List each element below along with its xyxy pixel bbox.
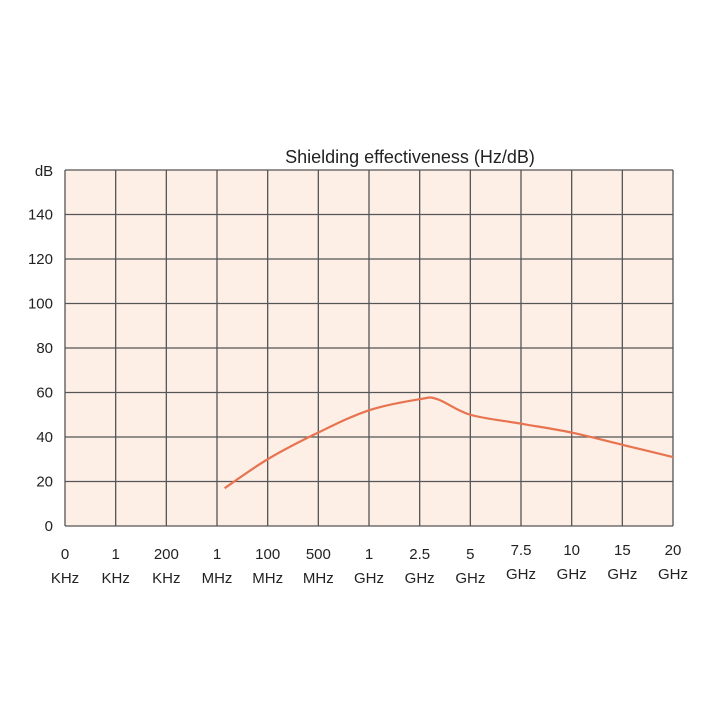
shielding-curve	[223, 396, 674, 490]
x-tick-unit: MHz	[202, 570, 233, 587]
x-tick-label: 15	[614, 542, 631, 559]
x-tick-label: 10	[563, 542, 580, 559]
x-tick-unit: GHz	[506, 566, 536, 583]
y-tick-label: 40	[36, 429, 53, 446]
x-tick-unit: KHz	[152, 570, 180, 587]
y-tick-label: 80	[36, 340, 53, 357]
x-tick-label: 2.5	[409, 546, 430, 563]
x-tick-unit: GHz	[607, 566, 637, 583]
chart-title: Shielding effectiveness (Hz/dB)	[285, 147, 535, 167]
x-tick-unit: GHz	[354, 570, 384, 587]
x-tick-unit: GHz	[455, 570, 485, 587]
y-tick-label: 120	[28, 251, 53, 268]
x-tick-label: 200	[154, 546, 179, 563]
y-tick-label: 20	[36, 474, 53, 491]
y-tick-label: 100	[28, 296, 53, 313]
y-axis-label: dB	[35, 163, 53, 180]
x-tick-unit: MHz	[252, 570, 283, 587]
x-tick-label: 1	[213, 546, 221, 563]
x-tick-label: 5	[466, 546, 474, 563]
x-tick-label: 500	[306, 546, 331, 563]
x-tick-unit: KHz	[101, 570, 129, 587]
x-tick-unit: MHz	[303, 570, 334, 587]
y-tick-label: 0	[45, 518, 53, 535]
x-tick-label: 7.5	[511, 542, 532, 559]
x-tick-label: 0	[61, 546, 69, 563]
x-tick-unit: GHz	[405, 570, 435, 587]
x-tick-unit: KHz	[51, 570, 79, 587]
x-tick-label: 20	[665, 542, 682, 559]
x-tick-unit: GHz	[557, 566, 587, 583]
x-tick-label: 1	[111, 546, 119, 563]
y-tick-label: 140	[28, 207, 53, 224]
y-tick-label: 60	[36, 385, 53, 402]
x-tick-label: 1	[365, 546, 373, 563]
x-tick-unit: GHz	[658, 566, 688, 583]
x-tick-label: 100	[255, 546, 280, 563]
